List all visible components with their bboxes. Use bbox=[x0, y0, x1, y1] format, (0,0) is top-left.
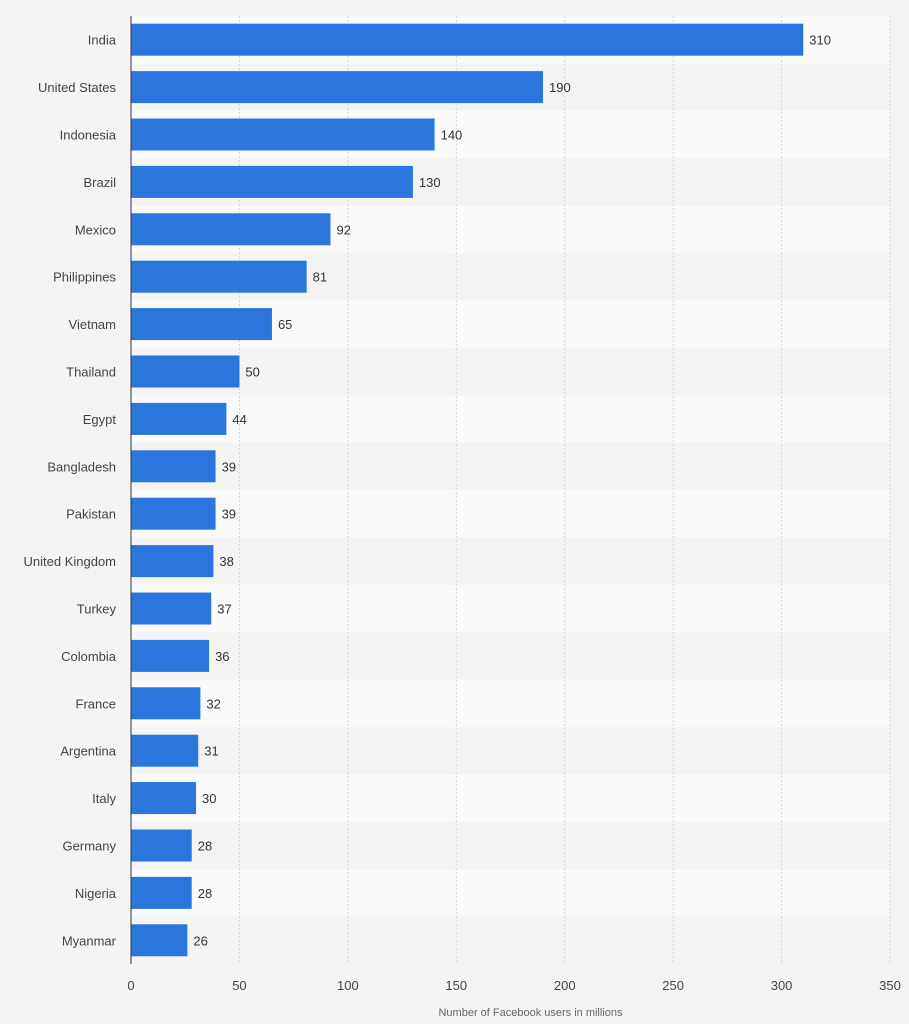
x-tick-label: 350 bbox=[879, 978, 901, 993]
bar bbox=[131, 876, 192, 909]
category-label: Mexico bbox=[75, 222, 116, 237]
row-band bbox=[131, 916, 890, 964]
category-labels: India United States Indonesia Brazil Mexico P… bbox=[24, 33, 117, 949]
bar bbox=[131, 260, 307, 293]
x-tick-label: 200 bbox=[554, 978, 576, 993]
data-label: 44 bbox=[232, 412, 246, 427]
bars bbox=[131, 23, 804, 957]
data-label: 310 bbox=[809, 33, 831, 48]
row-band bbox=[131, 679, 890, 727]
bar bbox=[131, 402, 227, 435]
bar bbox=[131, 924, 188, 957]
data-label: 81 bbox=[313, 270, 327, 285]
category-label: Egypt bbox=[83, 412, 117, 427]
category-label: Pakistan bbox=[66, 507, 116, 522]
bar bbox=[131, 355, 240, 388]
row-band bbox=[131, 821, 890, 870]
data-label: 37 bbox=[217, 602, 231, 617]
category-label: Bangladesh bbox=[47, 459, 116, 474]
row-band bbox=[131, 869, 890, 917]
category-label: Brazil bbox=[83, 175, 116, 190]
bar bbox=[131, 213, 331, 246]
data-label: 32 bbox=[206, 696, 220, 711]
row-band bbox=[131, 395, 890, 443]
bar bbox=[131, 71, 544, 104]
category-label: Thailand bbox=[66, 365, 116, 380]
data-label: 50 bbox=[245, 365, 259, 380]
category-label: Argentina bbox=[60, 744, 116, 759]
bar bbox=[131, 545, 214, 578]
bar bbox=[131, 308, 272, 341]
bar bbox=[131, 639, 210, 672]
x-tick-label: 50 bbox=[232, 978, 246, 993]
bar bbox=[131, 687, 201, 720]
bar bbox=[131, 118, 435, 151]
category-label: Germany bbox=[63, 839, 117, 854]
category-label: Indonesia bbox=[60, 128, 117, 143]
category-label: United States bbox=[38, 80, 117, 95]
x-tick-label: 100 bbox=[337, 978, 359, 993]
bar bbox=[131, 450, 216, 483]
x-tick-label: 150 bbox=[445, 978, 467, 993]
row-band bbox=[131, 727, 890, 775]
category-label: France bbox=[76, 696, 116, 711]
row-band bbox=[131, 347, 890, 396]
bar bbox=[131, 734, 199, 767]
data-label: 140 bbox=[441, 128, 463, 143]
x-tick-label: 300 bbox=[771, 978, 793, 993]
data-label: 38 bbox=[219, 554, 233, 569]
data-label: 28 bbox=[198, 839, 212, 854]
data-label: 30 bbox=[202, 791, 216, 806]
x-tick-label: 250 bbox=[662, 978, 684, 993]
data-label: 26 bbox=[193, 933, 207, 948]
bar bbox=[131, 592, 212, 625]
data-label: 39 bbox=[222, 507, 236, 522]
x-tick-label: 0 bbox=[127, 978, 134, 993]
data-label: 190 bbox=[549, 80, 571, 95]
data-label: 130 bbox=[419, 175, 441, 190]
bar bbox=[131, 829, 192, 862]
category-label: Myanmar bbox=[62, 933, 117, 948]
category-label: Nigeria bbox=[75, 886, 117, 901]
row-band bbox=[131, 490, 890, 538]
x-tick-labels: 0 50 100 150 200 250 300 350 bbox=[127, 978, 900, 993]
data-label: 36 bbox=[215, 649, 229, 664]
bar bbox=[131, 23, 804, 56]
category-label: Turkey bbox=[77, 602, 117, 617]
category-label: Colombia bbox=[61, 649, 117, 664]
bar bbox=[131, 165, 413, 198]
row-band bbox=[131, 584, 890, 633]
value-labels: 310 190 140 130 92 81 65 50 44 39 39 38 37 36 32 31 30 28… bbox=[193, 33, 831, 949]
category-label: United Kingdom bbox=[24, 554, 117, 569]
data-label: 65 bbox=[278, 317, 292, 332]
row-bands bbox=[131, 16, 890, 964]
category-label: Vietnam bbox=[69, 317, 116, 332]
data-label: 28 bbox=[198, 886, 212, 901]
category-label: India bbox=[88, 33, 117, 48]
category-label: Italy bbox=[92, 791, 116, 806]
category-label: Philippines bbox=[53, 270, 116, 285]
data-label: 39 bbox=[222, 459, 236, 474]
row-band bbox=[131, 774, 890, 822]
row-band bbox=[131, 632, 890, 680]
data-label: 31 bbox=[204, 744, 218, 759]
data-label: 92 bbox=[337, 222, 351, 237]
row-band bbox=[131, 442, 890, 490]
bar bbox=[131, 782, 197, 815]
bar bbox=[131, 497, 216, 530]
x-axis-title: Number of Facebook users in millions bbox=[438, 1007, 623, 1019]
row-band bbox=[131, 537, 890, 585]
